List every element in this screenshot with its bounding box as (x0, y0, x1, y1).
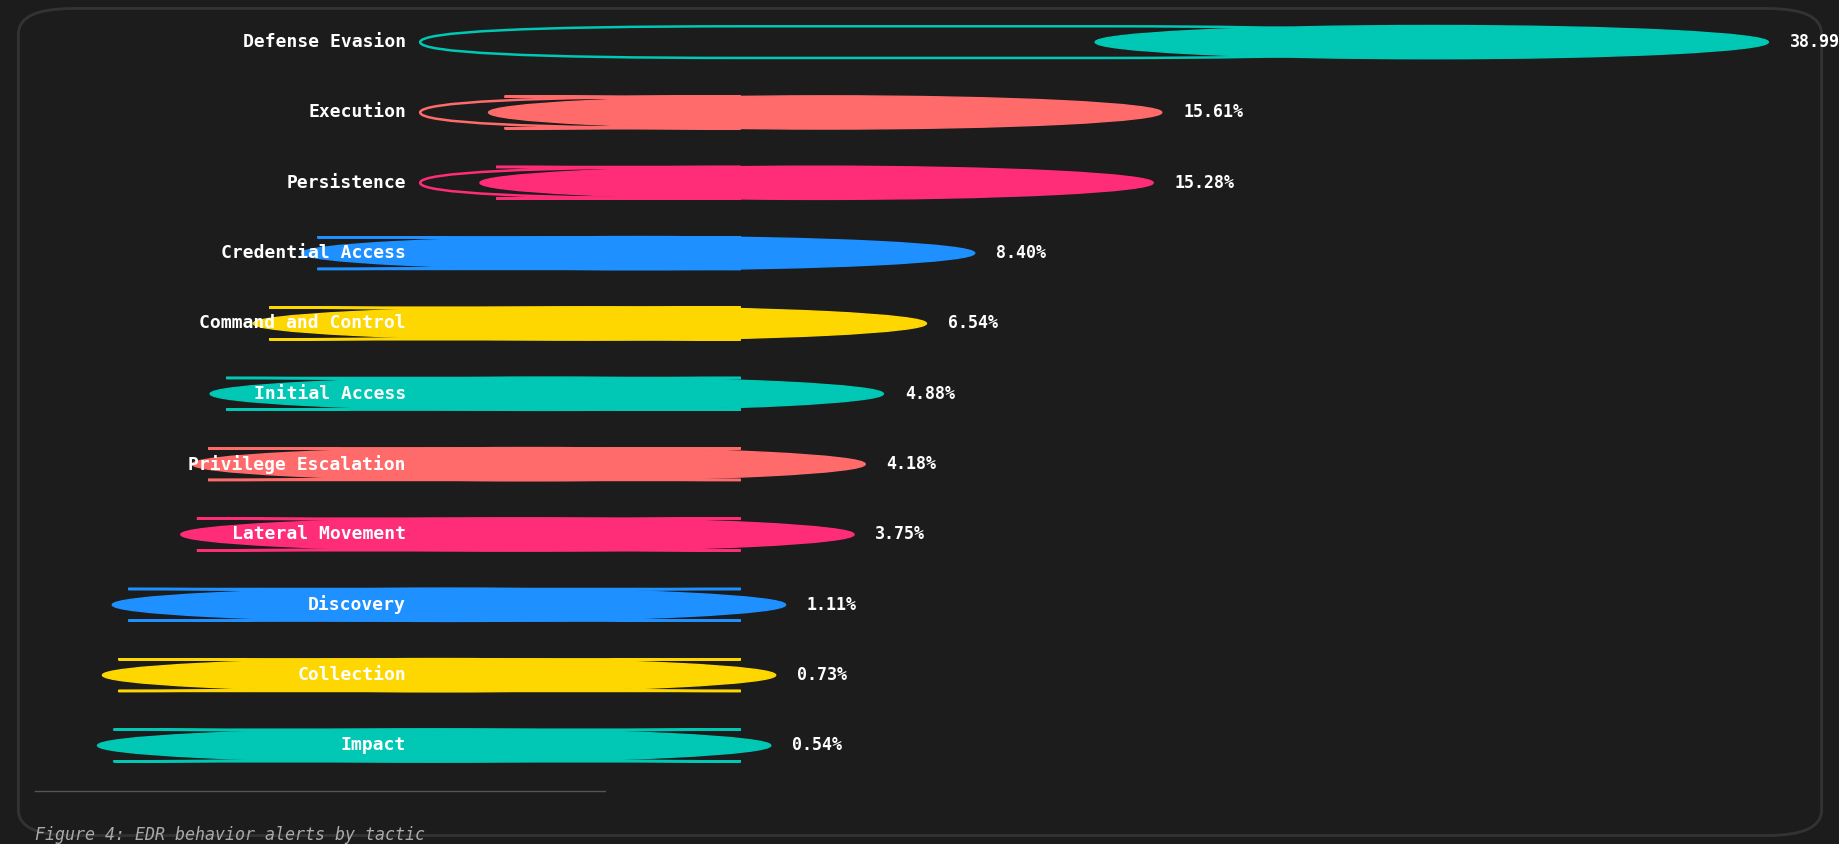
Circle shape (103, 658, 776, 692)
Text: 0.54%: 0.54% (793, 737, 842, 755)
Circle shape (97, 729, 771, 762)
Circle shape (302, 236, 975, 270)
Circle shape (112, 588, 785, 621)
Text: 38.99%: 38.99% (1789, 33, 1839, 51)
Text: 1.11%: 1.11% (807, 596, 857, 614)
Circle shape (480, 166, 1153, 199)
Text: Collection: Collection (296, 666, 406, 684)
Text: 6.54%: 6.54% (947, 315, 997, 333)
Circle shape (210, 377, 883, 410)
Text: Discovery: Discovery (307, 595, 406, 614)
Text: Lateral Movement: Lateral Movement (232, 526, 406, 544)
Text: Credential Access: Credential Access (221, 244, 406, 262)
Circle shape (191, 447, 864, 481)
Text: Impact: Impact (340, 737, 406, 755)
Text: Privilege Escalation: Privilege Escalation (188, 455, 406, 473)
Circle shape (1094, 25, 1767, 59)
Text: 4.88%: 4.88% (905, 385, 954, 403)
Text: 3.75%: 3.75% (875, 526, 925, 544)
Text: Initial Access: Initial Access (254, 385, 406, 403)
Text: Execution: Execution (307, 104, 406, 122)
Text: Persistence: Persistence (287, 174, 406, 192)
Circle shape (254, 307, 927, 340)
Text: 8.40%: 8.40% (995, 244, 1046, 262)
Text: 15.28%: 15.28% (1173, 174, 1234, 192)
Circle shape (489, 96, 1160, 129)
Text: 15.61%: 15.61% (1182, 104, 1243, 122)
Text: 0.73%: 0.73% (796, 666, 846, 684)
Text: Defense Evasion: Defense Evasion (243, 33, 406, 51)
Text: Command and Control: Command and Control (199, 315, 406, 333)
Circle shape (180, 518, 853, 551)
Text: Figure 4: EDR behavior alerts by tactic: Figure 4: EDR behavior alerts by tactic (35, 826, 425, 844)
Text: 4.18%: 4.18% (886, 455, 936, 473)
